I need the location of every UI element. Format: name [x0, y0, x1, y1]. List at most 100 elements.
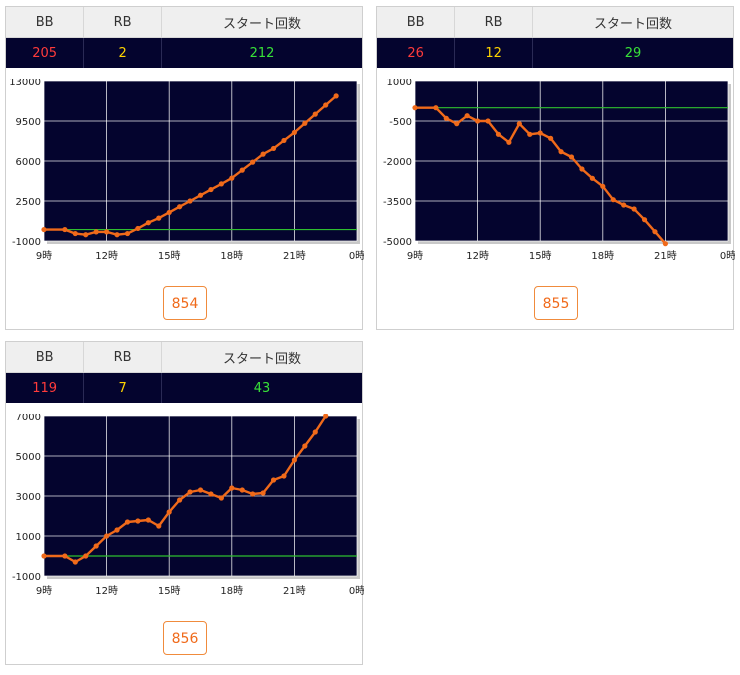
data-point — [197, 487, 204, 493]
data-point — [641, 217, 648, 223]
rb-header: RB — [454, 7, 533, 38]
machine-number-button[interactable]: 855 — [534, 286, 578, 320]
rb-header: RB — [83, 342, 162, 373]
data-point — [631, 206, 637, 212]
data-point — [579, 166, 585, 172]
y-tick-label: 7000 — [16, 414, 41, 423]
data-point — [145, 220, 151, 226]
start-count-header: スタート回数 — [161, 7, 362, 38]
start-count-value: 212 — [161, 37, 362, 68]
data-point — [145, 517, 151, 523]
machine-card-854: BB RB スタート回数 205 2 212 13000 9500 6000 2500 -100… — [5, 6, 364, 330]
y-tick-label: 3000 — [16, 492, 41, 503]
data-point — [218, 181, 224, 187]
data-point — [177, 497, 183, 503]
data-point — [312, 111, 318, 117]
y-tick-label: 6000 — [16, 157, 41, 168]
data-point — [83, 553, 89, 559]
data-point — [124, 230, 131, 237]
data-point — [166, 209, 172, 216]
data-point — [260, 490, 266, 496]
start-count-header: スタート回数 — [161, 342, 362, 373]
data-point — [600, 183, 606, 189]
data-point — [93, 543, 99, 549]
rb-value: 7 — [83, 372, 162, 403]
data-point — [516, 121, 522, 127]
start-count-value: 43 — [161, 372, 362, 403]
data-point — [537, 130, 543, 136]
y-tick-label: -3500 — [383, 197, 412, 208]
data-point — [187, 489, 193, 495]
start-count-header: スタート回数 — [532, 7, 733, 38]
data-point — [270, 477, 277, 483]
x-tick-label: 0時 — [349, 585, 364, 597]
slump-graph: 7000 5000 3000 1000 -1000 9時 12時 15時 18時 21時 0時 — [12, 414, 364, 597]
stats-table: BB RB スタート回数 205 2 212 — [6, 7, 362, 68]
data-point — [104, 533, 110, 539]
data-point — [302, 120, 308, 126]
x-tick-label: 9時 — [36, 585, 52, 597]
data-point — [218, 495, 224, 501]
y-tick-label: 13000 — [9, 79, 41, 88]
data-point — [72, 230, 78, 237]
machine-card-856: BB RB スタート回数 119 7 43 7000 5000 3000 1000 -1000 9… — [5, 341, 364, 665]
data-point — [239, 167, 245, 173]
machine-number-button[interactable]: 854 — [163, 286, 207, 320]
x-tick-label: 21時 — [283, 585, 306, 597]
x-tick-label: 9時 — [36, 250, 52, 262]
x-tick-label: 9時 — [407, 250, 423, 262]
data-point — [208, 491, 214, 497]
y-tick-label: 1000 — [387, 79, 412, 88]
data-point — [41, 553, 47, 559]
data-point — [41, 226, 47, 233]
y-tick-label: 1000 — [16, 532, 41, 543]
data-point — [270, 145, 277, 152]
x-tick-label: 18時 — [220, 250, 243, 262]
data-point — [312, 429, 318, 435]
y-tick-label: 5000 — [16, 452, 41, 463]
data-point — [239, 487, 245, 493]
data-point — [302, 443, 308, 449]
x-tick-label: 15時 — [529, 250, 552, 262]
data-point — [250, 159, 256, 165]
data-point — [589, 175, 595, 181]
data-point — [93, 229, 99, 235]
data-point — [229, 175, 235, 181]
data-point — [166, 509, 172, 515]
data-point — [485, 118, 491, 124]
x-tick-label: 21時 — [654, 250, 677, 262]
data-point — [433, 105, 439, 111]
data-point — [281, 137, 287, 144]
x-tick-label: 0時 — [720, 250, 735, 262]
data-point — [475, 118, 481, 124]
x-tick-label: 0時 — [349, 250, 364, 262]
data-point — [62, 553, 68, 559]
series-line — [44, 94, 337, 236]
data-point — [495, 131, 502, 137]
data-point — [114, 232, 120, 238]
x-tick-label: 18時 — [220, 585, 243, 597]
x-tick-label: 12時 — [95, 250, 118, 262]
y-tick-label: -1000 — [12, 237, 41, 248]
bb-header: BB — [6, 7, 85, 38]
data-point — [454, 121, 460, 127]
data-point — [114, 527, 120, 533]
x-tick-label: 18時 — [591, 250, 614, 262]
slump-graph: 13000 9500 6000 2500 -1000 9時 12時 15時 18時 21時 0時 — [9, 79, 364, 262]
data-point — [83, 232, 89, 238]
rb-header: RB — [83, 7, 162, 38]
data-point — [662, 241, 668, 247]
x-tick-label: 15時 — [158, 585, 181, 597]
data-point — [652, 229, 658, 235]
data-point — [72, 559, 78, 565]
y-tick-label: 9500 — [16, 117, 41, 128]
data-point — [558, 149, 564, 155]
y-tick-label: 2500 — [16, 197, 41, 208]
x-tick-label: 15時 — [158, 250, 181, 262]
data-point — [323, 414, 329, 419]
data-point — [156, 215, 162, 221]
bb-value: 26 — [377, 37, 456, 68]
data-point — [135, 225, 141, 232]
machine-number-button[interactable]: 856 — [163, 621, 207, 655]
data-point — [124, 519, 131, 525]
